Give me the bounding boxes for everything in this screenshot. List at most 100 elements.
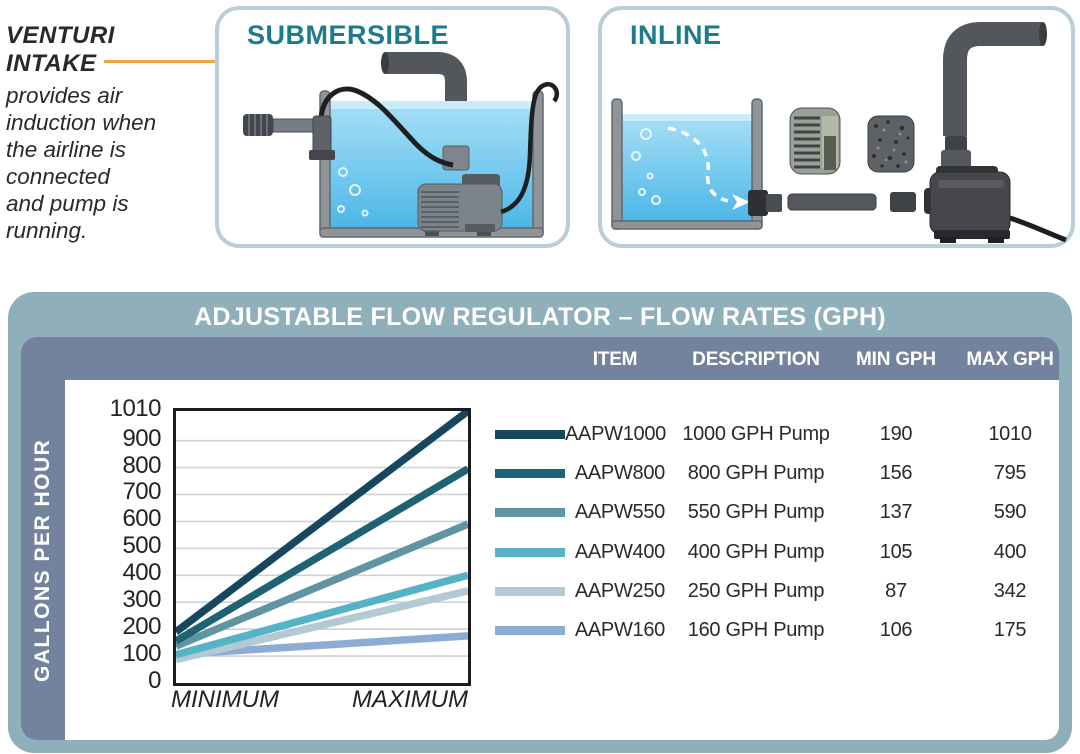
table-row: AAPW1000 1000 GPH Pump 190 1010: [485, 415, 1065, 454]
table-row: AAPW160 160 GPH Pump 106 175: [485, 611, 1065, 650]
min-gph-value: 87: [885, 580, 907, 602]
y-tick-label: 700: [122, 478, 161, 506]
outlet-pipe: [385, 52, 467, 158]
column-header-item-code: ITEM CODE: [588, 349, 642, 415]
item-code: AAPW550: [574, 501, 665, 523]
pump-coupler: [442, 145, 470, 171]
max-gph-value: 590: [993, 501, 1027, 523]
venturi-note: VENTURI INTAKE provides air induction wh…: [6, 22, 211, 244]
inline-pump: [924, 166, 1011, 243]
callout-line-horizontal: [104, 60, 251, 63]
max-gph-value: 1010: [988, 423, 1032, 445]
flow-rates-inner-panel: GALLONS PER HOUR ITEM CODE DESCRIPTION M…: [21, 337, 1059, 740]
column-header-max-gph: MAX GPH: [966, 349, 1054, 370]
chart-x-label-maximum: MAXIMUM: [352, 686, 468, 713]
venturi-note-body-line: provides air: [6, 83, 123, 108]
table-row: AAPW250 250 GPH Pump 87 342: [485, 572, 1065, 611]
table-row: AAPW400 400 GPH Pump 105 400: [485, 533, 1065, 572]
inline-illustration: [611, 22, 1067, 243]
submersible-title: SUBMERSIBLE: [247, 20, 450, 50]
airline-hose: [318, 86, 454, 168]
description: 1000 GPH Pump: [682, 423, 830, 445]
venturi-note-title-line1: VENTURI: [6, 22, 115, 49]
venturi-note-body-line: and pump is: [6, 191, 129, 216]
min-gph-value: 106: [879, 619, 913, 641]
venturi-note-body-line: induction when: [6, 110, 157, 135]
y-tick-label: 0: [148, 667, 161, 694]
venturi-note-body-line: connected: [6, 164, 110, 189]
item-code: AAPW160: [574, 619, 665, 641]
y-tick-label: 800: [122, 451, 161, 479]
description: 800 GPH Pump: [687, 462, 825, 484]
intake-strainer: [789, 107, 841, 175]
max-gph-value: 175: [993, 619, 1027, 641]
legend-swatch-aapw1000: [495, 430, 565, 439]
y-tick-label: 200: [122, 613, 161, 641]
water: [620, 114, 752, 221]
item-code: AAPW250: [574, 580, 665, 602]
water-surface: [620, 114, 752, 121]
venturi-note-body-line: running.: [6, 218, 88, 243]
description: 250 GPH Pump: [687, 580, 825, 602]
y-tick-label: 500: [122, 532, 161, 560]
power-cord: [1009, 215, 1067, 243]
legend-swatch-aapw250: [495, 587, 565, 596]
y-tick-label: 600: [122, 505, 161, 533]
foam-prefilter: [867, 115, 915, 173]
y-tick-label: 400: [122, 559, 161, 587]
venturi-intake-fitting: [243, 114, 335, 160]
series-line-AAPW1000: [176, 411, 468, 635]
max-gph-value: 795: [993, 462, 1027, 484]
inline-panel: INLINE: [598, 6, 1075, 248]
legend-swatch-aapw160: [495, 626, 565, 635]
barb-fitting: [890, 192, 916, 212]
column-header-min-gph: MIN GPH: [856, 349, 936, 370]
max-gph-value: 400: [993, 541, 1027, 563]
pump-inlet-barb: [945, 136, 967, 154]
flow-rates-card: ADJUSTABLE FLOW REGULATOR – FLOW RATES (…: [8, 292, 1072, 753]
wall-fitting-barb: [766, 194, 782, 212]
description: 400 GPH Pump: [687, 541, 825, 563]
legend-swatch-aapw400: [495, 548, 565, 557]
power-cord: [500, 82, 560, 215]
item-code: AAPW800: [574, 462, 665, 484]
venturi-note-title-line2: INTAKE: [6, 50, 97, 77]
min-gph-value: 137: [879, 501, 913, 523]
chart-y-axis-title: GALLONS PER HOUR: [31, 438, 54, 682]
min-gph-value: 156: [879, 462, 913, 484]
flow-rates-card-title: ADJUSTABLE FLOW REGULATOR – FLOW RATES (…: [194, 303, 886, 331]
series-line-AAPW400: [176, 571, 468, 659]
max-gph-value: 342: [993, 580, 1027, 602]
table-header-row: ITEM CODE DESCRIPTION MIN GPH MAX GPH: [485, 337, 1065, 415]
connector-tube: [787, 193, 877, 211]
min-gph-value: 190: [879, 423, 913, 445]
table-row: AAPW550 550 GPH Pump 137 590: [485, 493, 1065, 532]
outlet-pipe-end: [381, 52, 389, 74]
bubbles: [631, 128, 661, 205]
min-gph-value: 105: [879, 541, 913, 563]
wall-fitting: [748, 190, 768, 216]
venturi-note-body-line: the airline is: [6, 137, 127, 162]
bubbles: [337, 167, 369, 217]
series-line-AAPW550: [176, 520, 468, 650]
chart-y-tick-labels: 1010 900 800 700 600 500 400 300 200 100 0: [65, 380, 162, 710]
item-code: AAPW400: [574, 541, 665, 563]
column-header-description: DESCRIPTION: [692, 349, 820, 370]
legend-swatch-aapw800: [495, 469, 565, 478]
submersible-illustration: [243, 52, 560, 238]
table-row: AAPW800 800 GPH Pump 156 795: [485, 454, 1065, 493]
series-line-AAPW800: [176, 465, 468, 645]
y-tick-label: 300: [122, 586, 161, 614]
series-line-AAPW250: [176, 587, 468, 664]
y-tick-label: 100: [122, 640, 161, 668]
chart-x-label-minimum: MINIMUM: [171, 686, 279, 713]
water-surface: [328, 101, 535, 109]
item-code: AAPW1000: [565, 423, 666, 445]
outlet-pipe: [943, 22, 1043, 136]
description: 160 GPH Pump: [687, 619, 825, 641]
inline-title: INLINE: [630, 20, 722, 50]
legend-swatch-aapw550: [495, 508, 565, 517]
description: 550 GPH Pump: [687, 501, 825, 523]
submersible-panel: SUBMERSIBLE: [215, 6, 570, 248]
outlet-pipe-end: [1039, 22, 1047, 46]
